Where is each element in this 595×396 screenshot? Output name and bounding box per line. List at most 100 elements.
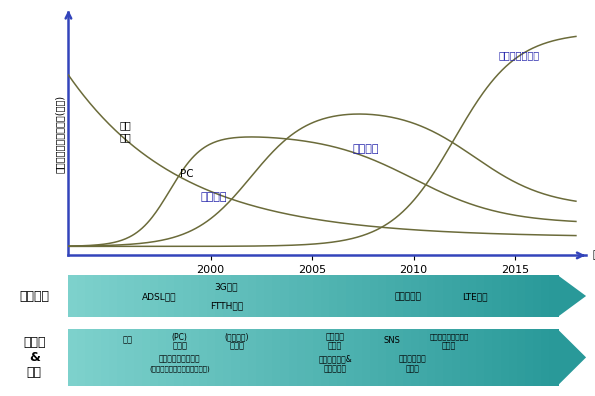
- Bar: [549, 275, 559, 317]
- Bar: [77, 275, 86, 317]
- Bar: [191, 329, 200, 386]
- Bar: [240, 275, 249, 317]
- Bar: [174, 329, 184, 386]
- Text: スマートフォン: スマートフォン: [498, 50, 540, 60]
- Bar: [101, 329, 110, 386]
- Bar: [215, 275, 224, 317]
- Text: ツール
&
特徴: ツール & 特徴: [23, 336, 45, 379]
- Bar: [509, 329, 518, 386]
- Bar: [468, 275, 477, 317]
- Bar: [500, 275, 510, 317]
- Bar: [248, 329, 257, 386]
- Bar: [436, 275, 444, 317]
- Text: 音声からテキストへ: 音声からテキストへ: [159, 355, 201, 364]
- Bar: [305, 329, 314, 386]
- Text: イベント: イベント: [19, 289, 49, 303]
- Bar: [215, 329, 224, 386]
- Text: 通話: 通話: [123, 336, 133, 345]
- Bar: [533, 275, 542, 317]
- Bar: [289, 275, 298, 317]
- Text: 年: 年: [592, 250, 595, 261]
- Bar: [411, 275, 420, 317]
- Bar: [150, 329, 159, 386]
- Bar: [476, 329, 486, 386]
- Bar: [191, 275, 200, 317]
- Bar: [419, 329, 428, 386]
- Bar: [370, 275, 379, 317]
- Bar: [509, 275, 518, 317]
- Polygon shape: [558, 329, 586, 386]
- Bar: [427, 329, 436, 386]
- Bar: [346, 275, 355, 317]
- Text: LTE開始: LTE開始: [462, 292, 487, 301]
- Bar: [150, 275, 159, 317]
- Bar: [460, 275, 469, 317]
- Bar: [117, 275, 127, 317]
- Bar: [207, 275, 216, 317]
- Text: SNS: SNS: [384, 336, 400, 345]
- Bar: [549, 329, 559, 386]
- Bar: [321, 275, 330, 317]
- Text: アプリ: アプリ: [441, 342, 456, 351]
- Text: パソコン: パソコン: [201, 192, 227, 202]
- Bar: [240, 329, 249, 386]
- Bar: [199, 329, 208, 386]
- Bar: [517, 275, 526, 317]
- Bar: [231, 329, 240, 386]
- Bar: [386, 329, 396, 386]
- Bar: [354, 329, 363, 386]
- Bar: [493, 275, 502, 317]
- Bar: [142, 329, 151, 386]
- Bar: [354, 275, 363, 317]
- Bar: [484, 275, 493, 317]
- Bar: [297, 275, 306, 317]
- Text: FTTH登場: FTTH登場: [210, 301, 243, 310]
- Text: メール: メール: [229, 342, 244, 351]
- Bar: [231, 275, 240, 317]
- Bar: [378, 329, 387, 386]
- Bar: [321, 329, 330, 386]
- Text: スマホ登場: スマホ登場: [394, 292, 421, 301]
- Bar: [329, 275, 339, 317]
- Bar: [256, 329, 265, 386]
- Bar: [93, 329, 102, 386]
- Bar: [403, 275, 412, 317]
- Bar: [142, 275, 151, 317]
- Bar: [77, 329, 86, 386]
- Bar: [134, 329, 143, 386]
- Bar: [443, 329, 453, 386]
- Bar: [386, 275, 396, 317]
- Bar: [117, 329, 127, 386]
- Bar: [411, 329, 420, 386]
- Bar: [484, 329, 493, 386]
- Bar: [313, 329, 322, 386]
- Text: 携帯電話: 携帯電話: [353, 145, 379, 154]
- Bar: [158, 329, 167, 386]
- Text: ゲーム: ゲーム: [328, 342, 342, 351]
- Bar: [443, 275, 453, 317]
- Bar: [533, 329, 542, 386]
- Text: (リアルタイムからストック型): (リアルタイムからストック型): [149, 365, 210, 372]
- Text: リアルタイム&: リアルタイム&: [318, 355, 352, 364]
- Bar: [223, 275, 233, 317]
- Bar: [264, 329, 273, 386]
- Bar: [207, 329, 216, 386]
- Bar: [273, 329, 281, 386]
- Bar: [134, 275, 143, 317]
- Text: 固定
電話: 固定 電話: [119, 120, 131, 143]
- Bar: [436, 329, 444, 386]
- Bar: [362, 329, 371, 386]
- Text: 3G開始: 3G開始: [215, 282, 238, 291]
- Bar: [394, 275, 404, 317]
- Bar: [378, 275, 387, 317]
- Bar: [394, 329, 404, 386]
- Bar: [419, 275, 428, 317]
- Bar: [101, 275, 110, 317]
- Bar: [493, 329, 502, 386]
- Bar: [452, 329, 461, 386]
- Text: コミュニケーション: コミュニケーション: [429, 334, 469, 341]
- Bar: [183, 275, 192, 317]
- Bar: [166, 275, 176, 317]
- Y-axis label: コミュニケーション量(時間): コミュニケーション量(時間): [54, 95, 64, 173]
- Bar: [126, 329, 134, 386]
